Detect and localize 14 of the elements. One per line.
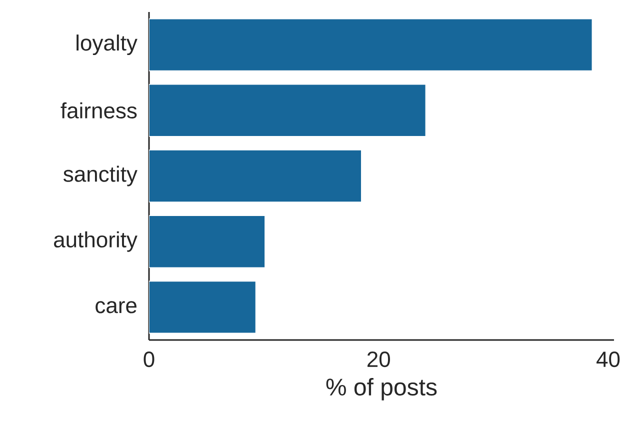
bar bbox=[149, 18, 593, 72]
y-tick-label: sanctity bbox=[64, 166, 138, 186]
x-tick-label: 0 bbox=[144, 352, 154, 368]
y-tick-label: care bbox=[96, 301, 136, 314]
y-tick-label: fairness bbox=[60, 102, 137, 118]
x-axis-title: % of posts bbox=[326, 378, 437, 400]
x-tick-label: 40 bbox=[596, 352, 620, 368]
bar bbox=[149, 215, 266, 268]
y-tick-label: loyalty bbox=[76, 34, 138, 56]
x-tick-label: 20 bbox=[368, 352, 390, 368]
bar bbox=[149, 84, 426, 137]
y-tick-label: authority bbox=[54, 231, 138, 252]
bar bbox=[149, 280, 256, 334]
bar bbox=[149, 150, 362, 202]
